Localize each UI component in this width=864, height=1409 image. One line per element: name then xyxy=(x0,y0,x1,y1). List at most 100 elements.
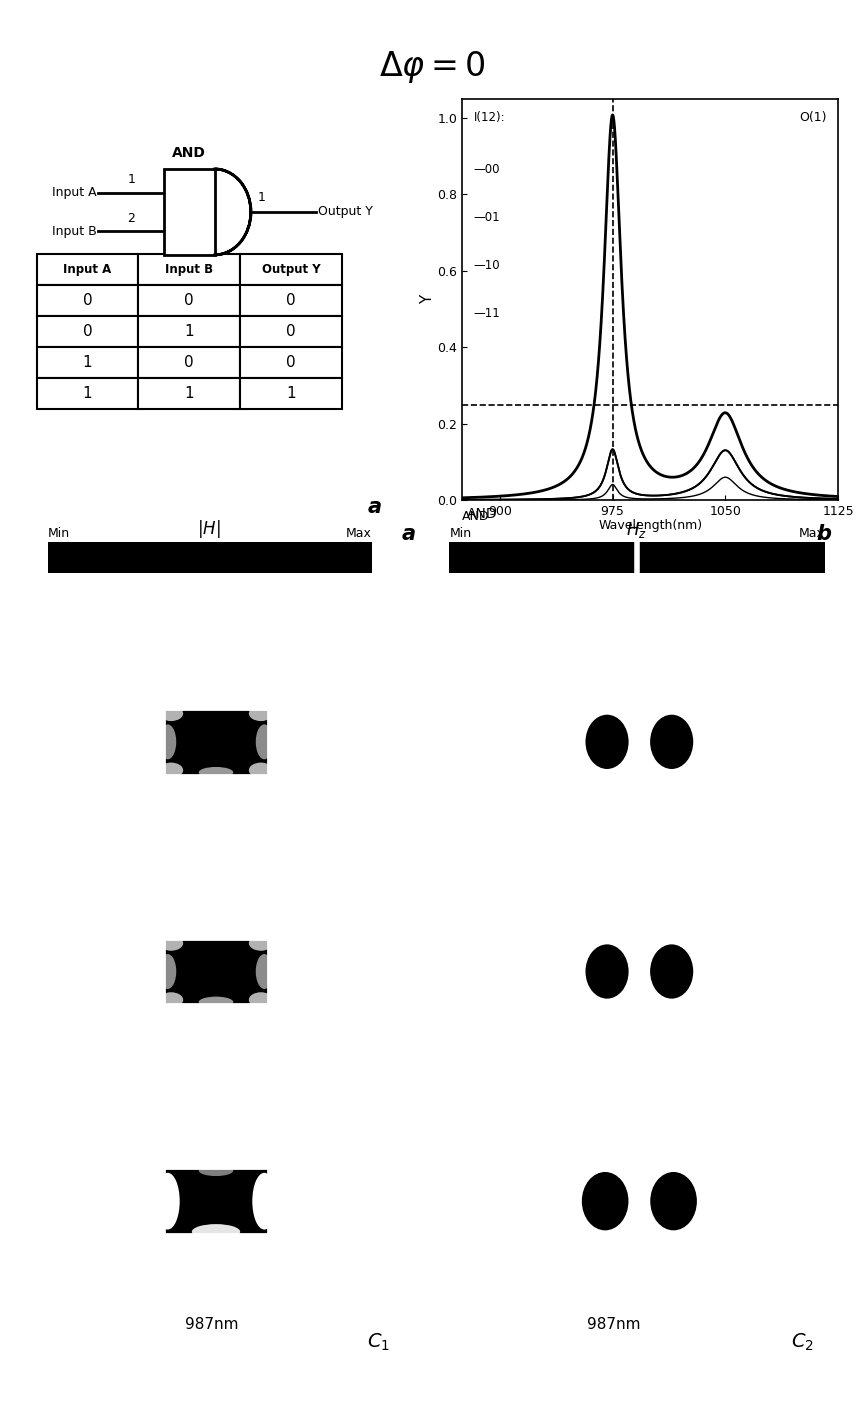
Ellipse shape xyxy=(159,992,183,1007)
Ellipse shape xyxy=(649,713,695,771)
Text: Input A: Input A xyxy=(63,263,111,276)
Ellipse shape xyxy=(658,774,681,781)
Ellipse shape xyxy=(156,1172,180,1230)
Text: 11: 11 xyxy=(60,1103,88,1122)
Bar xyxy=(575,707,704,776)
Bar xyxy=(138,378,240,409)
Ellipse shape xyxy=(658,1003,681,1010)
Text: $\Delta\varphi=0$: $\Delta\varphi=0$ xyxy=(378,49,486,86)
Text: Input A: Input A xyxy=(52,186,97,199)
Bar xyxy=(575,1167,704,1236)
Ellipse shape xyxy=(199,1165,233,1177)
Ellipse shape xyxy=(159,706,183,721)
Ellipse shape xyxy=(159,762,183,778)
Text: —01: —01 xyxy=(473,211,500,224)
Bar xyxy=(37,347,138,378)
Text: 1: 1 xyxy=(127,173,135,186)
Text: 0: 0 xyxy=(83,324,92,340)
Bar xyxy=(138,316,240,347)
Text: 2: 2 xyxy=(127,211,135,225)
Ellipse shape xyxy=(256,724,273,759)
Text: 10: 10 xyxy=(468,874,484,886)
Ellipse shape xyxy=(649,943,695,1000)
Text: —10: —10 xyxy=(473,259,500,272)
Bar xyxy=(240,254,341,285)
Ellipse shape xyxy=(199,766,233,778)
Text: 987nm: 987nm xyxy=(587,1316,640,1332)
Bar xyxy=(240,378,341,409)
Bar xyxy=(164,169,214,255)
Text: 1: 1 xyxy=(184,386,194,400)
Text: 0: 0 xyxy=(286,293,295,309)
Text: Input B: Input B xyxy=(165,263,213,276)
Wedge shape xyxy=(214,169,251,255)
Text: O(1): O(1) xyxy=(799,111,827,124)
Bar xyxy=(138,285,240,316)
Text: Output Y: Output Y xyxy=(318,206,373,218)
Text: $H_z$: $H_z$ xyxy=(626,520,647,540)
Ellipse shape xyxy=(249,992,273,1007)
Ellipse shape xyxy=(192,1224,240,1240)
Bar xyxy=(575,937,704,1006)
Ellipse shape xyxy=(581,1171,630,1231)
Ellipse shape xyxy=(598,1003,620,1010)
Y-axis label: Y: Y xyxy=(420,294,435,304)
Text: $C_2$: $C_2$ xyxy=(791,1332,813,1353)
Ellipse shape xyxy=(598,699,620,706)
Text: 0: 0 xyxy=(286,355,295,369)
Bar xyxy=(240,285,341,316)
Text: Input B: Input B xyxy=(52,225,97,238)
Ellipse shape xyxy=(159,724,176,759)
Ellipse shape xyxy=(649,1171,698,1231)
X-axis label: Wavelength(nm): Wavelength(nm) xyxy=(598,520,702,533)
Ellipse shape xyxy=(584,943,630,1000)
Text: Min: Min xyxy=(48,527,70,540)
Ellipse shape xyxy=(199,996,233,1007)
Bar xyxy=(164,938,268,1005)
Text: 0: 0 xyxy=(184,293,194,309)
Bar xyxy=(37,316,138,347)
Text: 01: 01 xyxy=(60,644,87,662)
Text: 0: 0 xyxy=(83,293,92,309)
Bar xyxy=(37,378,138,409)
Text: AND: AND xyxy=(462,510,490,523)
Text: a: a xyxy=(367,497,382,517)
Text: $|H|$: $|H|$ xyxy=(197,517,221,540)
Text: 1: 1 xyxy=(184,324,194,340)
Ellipse shape xyxy=(249,936,273,951)
Bar xyxy=(164,709,268,775)
Ellipse shape xyxy=(249,706,273,721)
Text: 01: 01 xyxy=(468,644,484,657)
Ellipse shape xyxy=(252,1172,276,1230)
Bar xyxy=(240,316,341,347)
Ellipse shape xyxy=(598,774,620,781)
Text: 1: 1 xyxy=(286,386,295,400)
Text: 987nm: 987nm xyxy=(185,1316,238,1332)
Text: I(12):: I(12): xyxy=(473,111,505,124)
Ellipse shape xyxy=(584,713,630,771)
Bar xyxy=(164,1168,268,1234)
Text: 0: 0 xyxy=(184,355,194,369)
Ellipse shape xyxy=(598,929,620,936)
Text: 11: 11 xyxy=(468,1103,484,1116)
Ellipse shape xyxy=(658,1233,681,1240)
Text: 10: 10 xyxy=(60,874,87,892)
Text: 1: 1 xyxy=(83,355,92,369)
Text: $C_1$: $C_1$ xyxy=(367,1332,391,1353)
Text: —11: —11 xyxy=(473,307,500,320)
Text: 1: 1 xyxy=(83,386,92,400)
Ellipse shape xyxy=(159,954,176,989)
Ellipse shape xyxy=(658,1158,681,1165)
Ellipse shape xyxy=(598,1233,620,1240)
Ellipse shape xyxy=(658,929,681,936)
Text: Min: Min xyxy=(449,527,472,540)
Text: Output Y: Output Y xyxy=(262,263,321,276)
Text: Max: Max xyxy=(346,527,372,540)
Text: 0: 0 xyxy=(286,324,295,340)
Ellipse shape xyxy=(658,699,681,706)
Bar xyxy=(37,254,138,285)
Text: AND: AND xyxy=(172,147,206,161)
Bar xyxy=(240,347,341,378)
Ellipse shape xyxy=(598,1158,620,1165)
Text: b: b xyxy=(816,524,831,544)
